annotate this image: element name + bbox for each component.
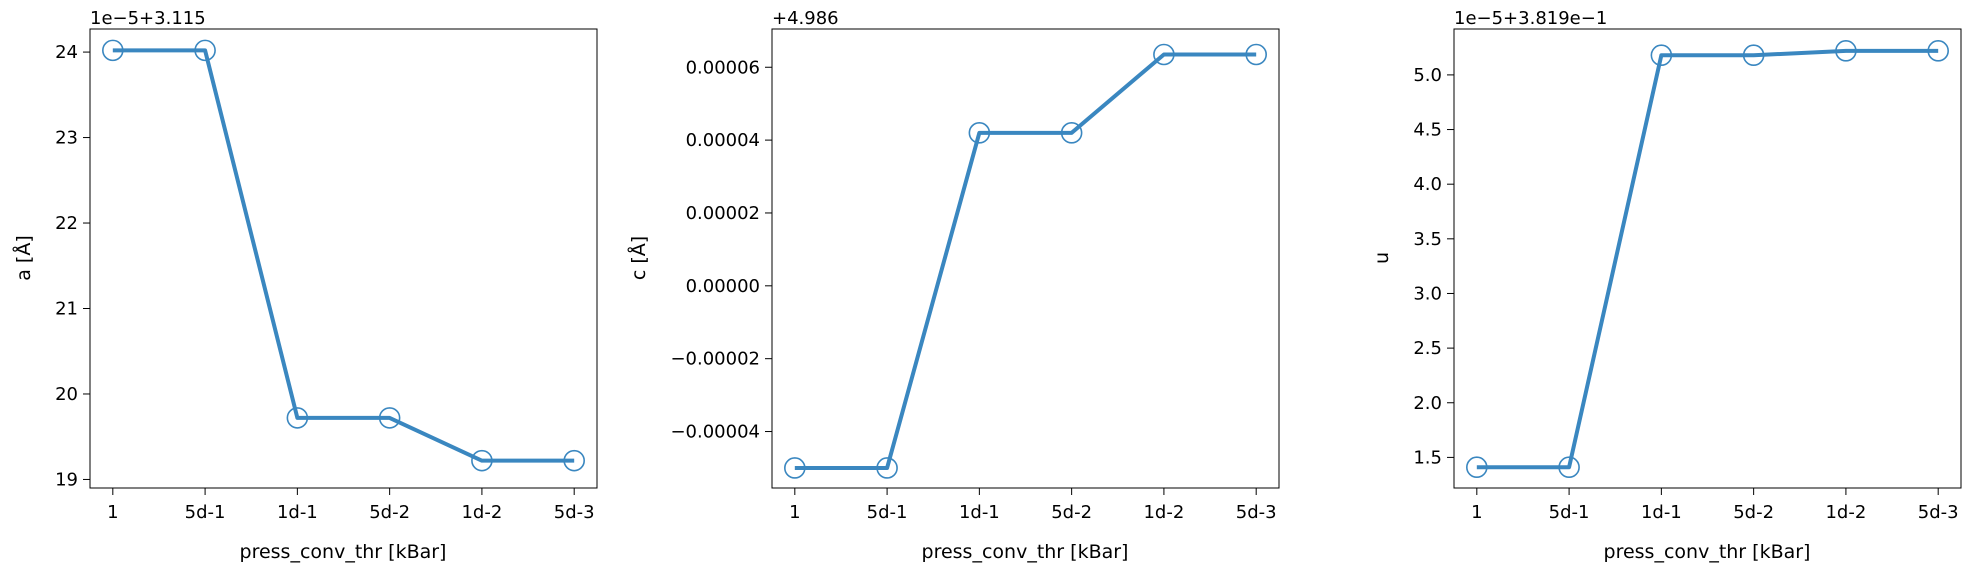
x-tick-label: 5d-2 [369, 502, 410, 523]
x-tick-label: 1d-1 [959, 502, 1000, 523]
y-tick-label: 5.0 [1413, 65, 1442, 86]
plot-frame [89, 28, 598, 489]
y-tick-label: 0.00006 [686, 57, 760, 78]
y-tick-label: 24 [55, 42, 78, 63]
data-point [1060, 122, 1083, 144]
y-tick-label: 19 [55, 469, 78, 490]
x-tick-label: 5d-1 [185, 502, 226, 523]
chart-panel-u: 1e−5+3.819e−1 u press_conv_thr [kBar] 1 5… [1371, 8, 1962, 563]
data-point [194, 39, 216, 62]
data-point [102, 39, 124, 62]
data-point [784, 457, 806, 479]
data-point [286, 407, 309, 429]
data-point [563, 449, 585, 472]
y-tick-label: 22 [55, 213, 78, 234]
data-point [968, 122, 991, 144]
data-point [876, 457, 898, 479]
data-point [1835, 40, 1857, 62]
series-line [1476, 48, 1939, 470]
y-tick-label: 3.0 [1413, 283, 1442, 304]
y-tick-label: 4.5 [1413, 120, 1442, 141]
panel-marks: 1 5d-1 1d-1 5d-2 1d-2 5d-3 1.5 2.0 2.5 3.0 3.5 4.0 4… [1413, 40, 1959, 523]
x-tick-label: 5d-3 [554, 502, 595, 523]
x-tick-label: 1d-1 [277, 502, 318, 523]
y-offset-label: 1e−5+3.819e−1 [1454, 8, 1607, 29]
y-axis-label: a [Å] [12, 235, 35, 281]
x-tick-label: 5d-3 [1918, 502, 1959, 523]
y-tick-label: 2.0 [1413, 393, 1442, 414]
x-axis-label: press_conv_thr [kBar] [1604, 541, 1811, 563]
y-tick-label: 0.00002 [686, 203, 760, 224]
y-tick-label: 0.00000 [686, 276, 760, 297]
x-tick-label: 1d-2 [1825, 502, 1866, 523]
x-tick-label: 5d-1 [1549, 502, 1590, 523]
chart-panel-a: 1e−5+3.115 a [Å] press_conv_thr [kBar] 1… [12, 8, 598, 563]
x-tick-label: 5d-3 [1236, 502, 1277, 523]
y-tick-label: 23 [55, 128, 78, 149]
y-offset-label: 1e−5+3.115 [90, 8, 206, 29]
data-point [1558, 456, 1580, 479]
y-tick-label: 2.5 [1413, 338, 1442, 359]
series-line [794, 52, 1257, 470]
y-tick-label: −0.00004 [670, 422, 760, 443]
x-tick-label: 1d-2 [1143, 502, 1184, 523]
chart-panel-c: +4.986 c [Å] press_conv_thr [kBar] 1 5d-1… [627, 8, 1280, 563]
data-point [1742, 44, 1765, 67]
data-point [1650, 44, 1673, 67]
x-axis-label: press_conv_thr [kBar] [240, 541, 447, 563]
x-tick-label: 5d-2 [1733, 502, 1774, 523]
x-tick-label: 1 [789, 502, 800, 523]
plot-frame [1453, 28, 1962, 489]
y-offset-label: +4.986 [772, 8, 839, 29]
y-tick-label: −0.00002 [670, 349, 760, 370]
series-line [112, 48, 575, 463]
y-axis-label: c [Å] [627, 236, 650, 280]
x-tick-label: 1d-2 [461, 502, 502, 523]
x-axis-label: press_conv_thr [kBar] [922, 541, 1129, 563]
y-tick-label: 3.5 [1413, 229, 1442, 250]
y-tick-label: 4.0 [1413, 174, 1442, 195]
data-point [1466, 456, 1488, 479]
y-axis-label: u [1371, 252, 1393, 264]
data-point [471, 449, 493, 472]
x-tick-label: 5d-2 [1051, 502, 1092, 523]
y-tick-label: 0.00004 [686, 130, 760, 151]
y-tick-label: 21 [55, 299, 78, 320]
plot-frame [771, 28, 1280, 489]
panel-marks: 1 5d-1 1d-1 5d-2 1d-2 5d-3 19 20 21 22 23 24 [55, 39, 595, 523]
data-point [1153, 43, 1175, 66]
data-point [1927, 40, 1949, 62]
data-point [1245, 43, 1267, 66]
x-tick-label: 5d-1 [867, 502, 908, 523]
x-tick-label: 1d-1 [1641, 502, 1682, 523]
y-tick-label: 1.5 [1413, 447, 1442, 468]
panel-marks: 1 5d-1 1d-1 5d-2 1d-2 5d-3 −0.00004 −0.00002 0.0… [670, 43, 1277, 523]
y-tick-label: 20 [55, 384, 78, 405]
data-point [378, 407, 401, 429]
x-tick-label: 1 [1471, 502, 1482, 523]
x-tick-label: 1 [107, 502, 118, 523]
